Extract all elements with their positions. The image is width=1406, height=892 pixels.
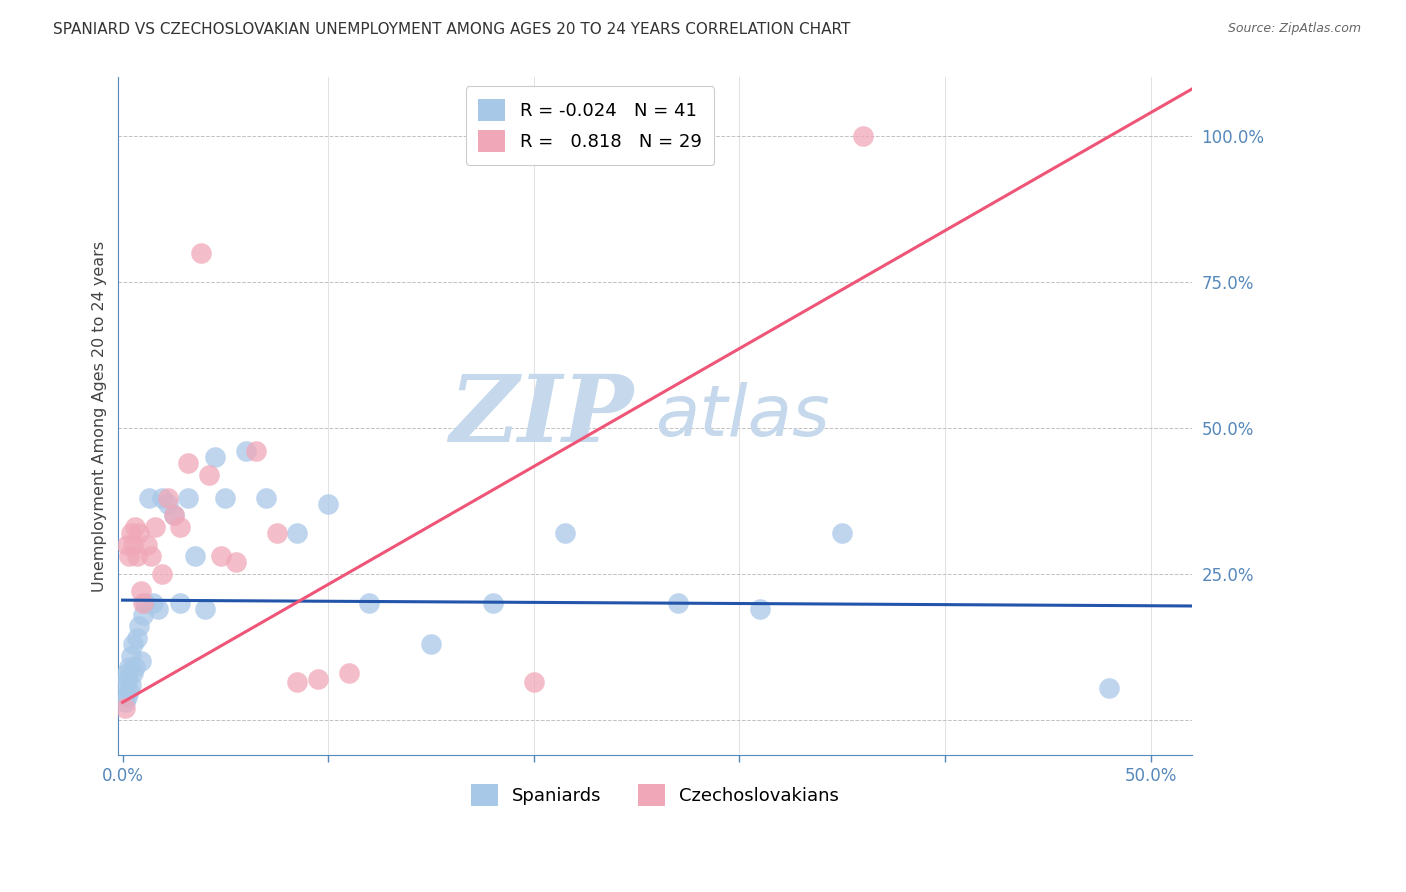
Point (266, 526, 288, 541)
Point (156, 497, 179, 511)
Point (235, 444, 257, 458)
Point (142, 596, 165, 610)
Point (163, 508, 186, 523)
Point (831, 526, 853, 541)
Point (121, 637, 143, 651)
Point (245, 444, 267, 458)
Point (204, 450, 226, 464)
Point (134, 596, 156, 610)
Point (120, 678, 142, 692)
Point (141, 549, 163, 564)
Point (115, 672, 138, 686)
Point (125, 549, 148, 564)
Point (115, 666, 138, 681)
Point (285, 674, 308, 689)
Point (225, 555, 247, 569)
Point (124, 520, 146, 534)
Text: atlas: atlas (655, 382, 830, 450)
Point (256, 491, 278, 505)
Point (121, 538, 143, 552)
Point (128, 619, 150, 633)
Point (285, 526, 308, 541)
Point (115, 690, 138, 704)
Point (307, 672, 329, 686)
Point (129, 584, 152, 599)
Point (136, 538, 159, 552)
Point (163, 508, 186, 523)
Point (129, 655, 152, 669)
Point (169, 596, 191, 610)
Point (481, 596, 503, 610)
Point (209, 549, 232, 564)
Point (198, 467, 221, 482)
Point (114, 695, 136, 709)
Point (190, 245, 212, 260)
Point (1098, 681, 1121, 695)
Text: ZIP: ZIP (450, 371, 634, 461)
Point (120, 526, 142, 541)
Point (194, 602, 217, 616)
Point (115, 538, 138, 552)
Point (145, 520, 167, 534)
Point (177, 456, 200, 470)
Point (523, 674, 546, 689)
Point (316, 497, 339, 511)
Point (146, 602, 169, 616)
Point (114, 701, 136, 715)
Y-axis label: Unemployment Among Ages 20 to 24 years: Unemployment Among Ages 20 to 24 years (93, 241, 107, 591)
Point (132, 607, 155, 622)
Legend: Spaniards, Czechoslovakians: Spaniards, Czechoslovakians (464, 777, 846, 814)
Point (183, 549, 205, 564)
Point (156, 491, 179, 505)
Point (120, 648, 142, 663)
Point (214, 491, 236, 505)
Point (420, 637, 443, 651)
Point (150, 566, 173, 581)
Point (359, 596, 381, 610)
Point (554, 526, 576, 541)
Point (118, 660, 141, 674)
Text: Source: ZipAtlas.com: Source: ZipAtlas.com (1227, 22, 1361, 36)
Point (118, 549, 141, 564)
Point (749, 602, 772, 616)
Point (121, 666, 143, 681)
Point (169, 520, 191, 534)
Point (114, 678, 136, 692)
Point (138, 491, 160, 505)
Point (124, 660, 146, 674)
Point (666, 596, 689, 610)
Point (337, 666, 360, 681)
Point (128, 526, 150, 541)
Point (852, 128, 875, 143)
Text: SPANIARD VS CZECHOSLOVAKIAN UNEMPLOYMENT AMONG AGES 20 TO 24 YEARS CORRELATION C: SPANIARD VS CZECHOSLOVAKIAN UNEMPLOYMENT… (53, 22, 851, 37)
Point (125, 631, 148, 645)
Point (118, 683, 141, 698)
Point (177, 491, 200, 505)
Point (132, 596, 155, 610)
Point (150, 491, 173, 505)
